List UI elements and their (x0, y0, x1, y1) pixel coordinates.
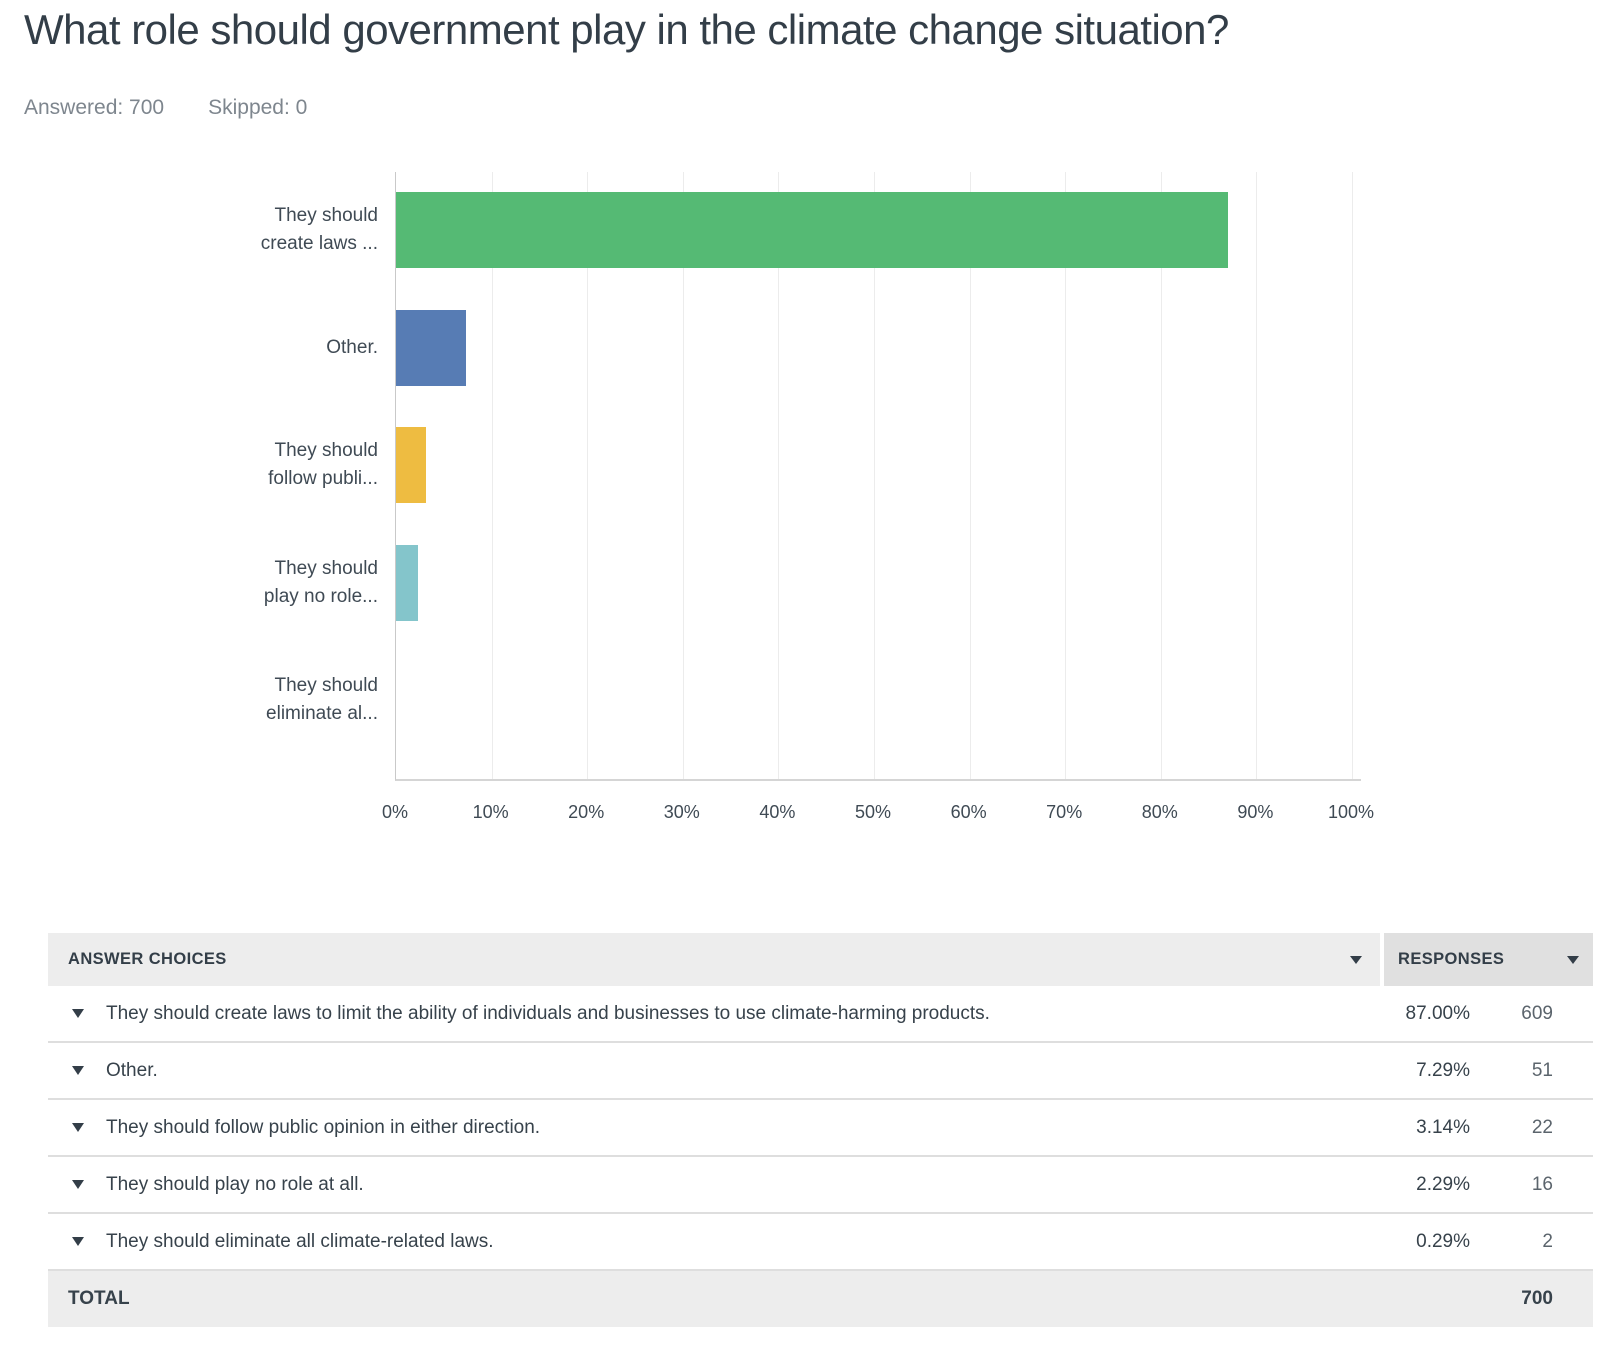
bar-0 (396, 192, 1228, 268)
x-tick-label: 20% (568, 802, 605, 822)
x-tick-label: 90% (1237, 802, 1274, 822)
bar-3 (396, 544, 418, 621)
responses-header-label: RESPONSES (1398, 950, 1505, 968)
x-tick-label: 10% (472, 802, 509, 822)
response-cell: 7.29% 51 (1338, 1057, 1593, 1084)
response-percent: 3.14% (1416, 1117, 1470, 1138)
response-percent: 2.29% (1416, 1174, 1470, 1195)
total-value: 700 (1521, 1288, 1553, 1309)
table-row: They should play no role at all. 2.29% 1… (48, 1155, 1593, 1212)
table-header: ANSWER CHOICES RESPONSES (48, 933, 1593, 986)
answer-text: They should follow public opinion in eit… (106, 1117, 541, 1138)
row-expander-icon[interactable] (72, 1009, 84, 1018)
header-divider (1380, 933, 1384, 986)
gridline (1160, 172, 1162, 779)
y-axis-label: Other. (326, 336, 378, 358)
answered-count: Answered: 700 (24, 96, 165, 119)
answer-text: Other. (106, 1060, 158, 1081)
response-cell: 3.14% 22 (1338, 1114, 1593, 1141)
response-count: 51 (1531, 1060, 1553, 1081)
response-percent: 87.00% (1405, 1003, 1470, 1024)
row-expander-icon[interactable] (72, 1066, 84, 1075)
answer-text: They should play no role at all. (106, 1174, 364, 1195)
gridline (969, 172, 971, 779)
skipped-count: Skipped: 0 (208, 96, 308, 119)
response-cell: 2.29% 16 (1338, 1171, 1593, 1198)
gridline (1256, 172, 1258, 779)
response-count: 2 (1542, 1231, 1553, 1252)
x-tick-label: 60% (950, 802, 987, 822)
y-axis-label: They should follow publi... (268, 440, 378, 489)
gridline (587, 172, 589, 779)
gridline (1352, 172, 1353, 779)
answer-choices-header[interactable]: ANSWER CHOICES (48, 933, 1380, 986)
answer-choices-header-label: ANSWER CHOICES (68, 950, 227, 968)
responses-header[interactable]: RESPONSES (1384, 933, 1593, 986)
x-tick-label: 40% (759, 802, 796, 822)
response-cell: 87.00% 609 (1338, 1000, 1593, 1027)
gridline (1065, 172, 1067, 779)
x-tick-label: 70% (1046, 802, 1083, 822)
bar-1 (396, 309, 466, 386)
sort-arrow-icon[interactable] (1567, 955, 1579, 964)
response-percent: 7.29% (1416, 1060, 1470, 1081)
response-count: 22 (1531, 1117, 1553, 1138)
bar-2 (396, 427, 427, 503)
gridline (491, 172, 493, 779)
x-tick-label: 0% (381, 802, 409, 822)
x-tick-label: 80% (1141, 802, 1178, 822)
gridline (778, 172, 780, 779)
results-table: ANSWER CHOICES RESPONSES They should cre… (48, 933, 1593, 1327)
response-cell: 0.29% 2 (1338, 1228, 1593, 1255)
row-expander-icon[interactable] (72, 1123, 84, 1132)
table-row: They should follow public opinion in eit… (48, 1098, 1593, 1155)
response-percent: 0.29% (1416, 1231, 1470, 1252)
gridline (682, 172, 684, 779)
x-tick-label: 100% (1327, 802, 1375, 822)
total-row: TOTAL 700 (48, 1269, 1593, 1327)
total-label: TOTAL (68, 1288, 130, 1309)
y-axis-label: They should play no role... (263, 557, 378, 607)
answer-text: They should eliminate all climate-relate… (106, 1231, 494, 1252)
response-count: 609 (1521, 1003, 1553, 1024)
table-row: They should create laws to limit the abi… (48, 986, 1593, 1041)
row-expander-icon[interactable] (72, 1237, 84, 1246)
bar-chart: They should create laws ... Other. They sh… (0, 172, 1560, 832)
response-count: 16 (1531, 1174, 1553, 1195)
x-tick-label: 30% (663, 802, 700, 822)
table-row: Other. 7.29% 51 (48, 1041, 1593, 1098)
sort-arrow-icon[interactable] (1350, 955, 1362, 964)
y-axis-label: They should eliminate al... (266, 675, 378, 724)
y-axis-label: They should create laws ... (260, 205, 378, 254)
x-tick-label: 50% (854, 802, 892, 822)
page-title: What role should government play in the … (24, 6, 1229, 53)
row-expander-icon[interactable] (72, 1180, 84, 1189)
plot-area (395, 172, 1361, 781)
gridline (874, 172, 875, 779)
response-meta: Answered: 700 Skipped: 0 (24, 96, 307, 120)
table-row: They should eliminate all climate-relate… (48, 1212, 1593, 1269)
answer-text: They should create laws to limit the abi… (106, 1003, 990, 1024)
